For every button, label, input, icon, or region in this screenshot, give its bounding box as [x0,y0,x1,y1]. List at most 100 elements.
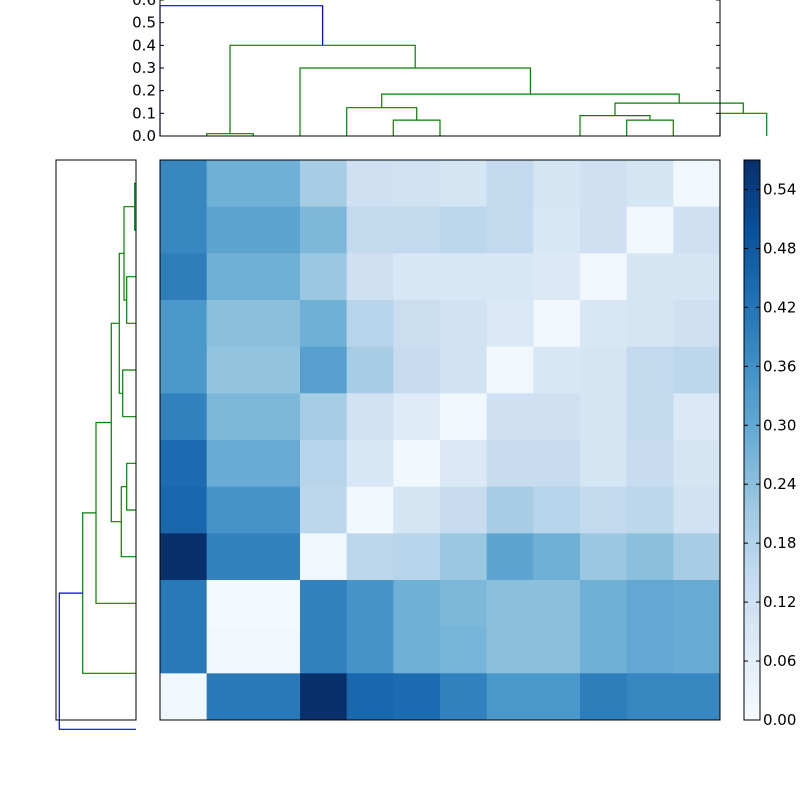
heatmap-cell [533,346,581,394]
colorbar-gradient-step [744,572,760,577]
top-dendrogram-ytick-label: 0.0 [132,127,156,145]
colorbar-gradient-step [744,208,760,213]
colorbar-gradient-step [744,544,760,549]
colorbar-gradient-step [744,516,760,521]
heatmap-cell [346,253,394,301]
colorbar-gradient-step [744,496,760,501]
heatmap-cell [486,300,534,348]
heatmap-cell [346,440,394,488]
colorbar-tick-label: 0.42 [763,298,796,316]
colorbar-gradient-step [744,364,760,369]
colorbar-gradient-step [744,684,760,689]
colorbar-gradient-step [744,176,760,181]
colorbar-gradient-step [744,240,760,245]
heatmap-cell [486,393,534,441]
colorbar-gradient-step [744,228,760,233]
colorbar-gradient-step [744,448,760,453]
heatmap-cell [393,533,441,581]
colorbar-gradient-step [744,284,760,289]
colorbar-gradient-step [744,160,760,165]
heatmap-cell [673,626,721,674]
colorbar-gradient-step [744,696,760,701]
heatmap-cell [393,206,441,254]
heatmap-cell [160,346,208,394]
heatmap-cell [626,253,674,301]
heatmap-cell [580,393,628,441]
heatmap-cell [346,533,394,581]
colorbar-gradient-step [744,708,760,713]
colorbar-gradient-step [744,428,760,433]
colorbar-gradient-step [744,304,760,309]
heatmap-cell [300,533,348,581]
colorbar-gradient-step [744,628,760,633]
colorbar-gradient-step [744,468,760,473]
colorbar-gradient-step [744,164,760,169]
heatmap-cell [486,533,534,581]
heatmap-cell [533,580,581,628]
colorbar-gradient-step [744,652,760,657]
colorbar-gradient-step [744,556,760,561]
heatmap-cell [533,486,581,534]
heatmap-cell [300,486,348,534]
heatmap-cell [440,393,488,441]
colorbar-gradient-step [744,368,760,373]
colorbar-gradient-step [744,232,760,237]
heatmap-cell [206,580,254,628]
colorbar-gradient-step [744,676,760,681]
heatmap-cell [253,346,301,394]
heatmap-cell [440,673,488,721]
heatmap-cell [673,486,721,534]
colorbar-tick-label: 0.48 [763,239,796,257]
heatmap-cell [346,626,394,674]
heatmap-cell [486,253,534,301]
colorbar-tick-label: 0.00 [763,711,796,729]
heatmap-cell [253,393,301,441]
colorbar-gradient-step [744,432,760,437]
heatmap-cell [486,626,534,674]
colorbar-gradient-step [744,192,760,197]
colorbar-gradient-step [744,620,760,625]
colorbar-gradient-step [744,384,760,389]
heatmap-cell [673,440,721,488]
heatmap-cell [393,673,441,721]
heatmap-cell [160,533,208,581]
heatmap-cell [206,206,254,254]
heatmap-cell [206,533,254,581]
colorbar-gradient-step [744,460,760,465]
colorbar-gradient-step [744,196,760,201]
heatmap-cell [440,160,488,208]
heatmap-cell [673,393,721,441]
colorbar-gradient-step [744,580,760,585]
left-dendrogram [55,159,137,730]
heatmap-cell [160,440,208,488]
heatmap-cell [346,346,394,394]
heatmap-cell [300,673,348,721]
left-dendrogram-link [58,592,136,730]
heatmap-cell [533,673,581,721]
heatmap-cell [346,580,394,628]
heatmap-cell [486,440,534,488]
top-dendrogram-ytick-label: 0.1 [132,104,156,122]
colorbar-gradient-step [744,392,760,397]
colorbar-gradient-step [744,508,760,513]
heatmap-cell [393,253,441,301]
heatmap-cell [346,160,394,208]
colorbar-gradient-step [744,264,760,269]
colorbar-gradient-step [744,272,760,277]
colorbar-gradient-step [744,540,760,545]
heatmap-cell [206,486,254,534]
heatmap-cell [486,580,534,628]
heatmap-cell [440,300,488,348]
colorbar-gradient-step [744,472,760,477]
heatmap-cell [673,253,721,301]
colorbar-gradient-step [744,328,760,333]
heatmap-cell [440,533,488,581]
colorbar-gradient-step [744,168,760,173]
heatmap-cell [486,486,534,534]
colorbar-gradient-step [744,380,760,385]
colorbar-gradient-step [744,564,760,569]
colorbar-gradient-step [744,528,760,533]
colorbar-gradient-step [744,576,760,581]
heatmap-cell [206,346,254,394]
colorbar-gradient-step [744,616,760,621]
